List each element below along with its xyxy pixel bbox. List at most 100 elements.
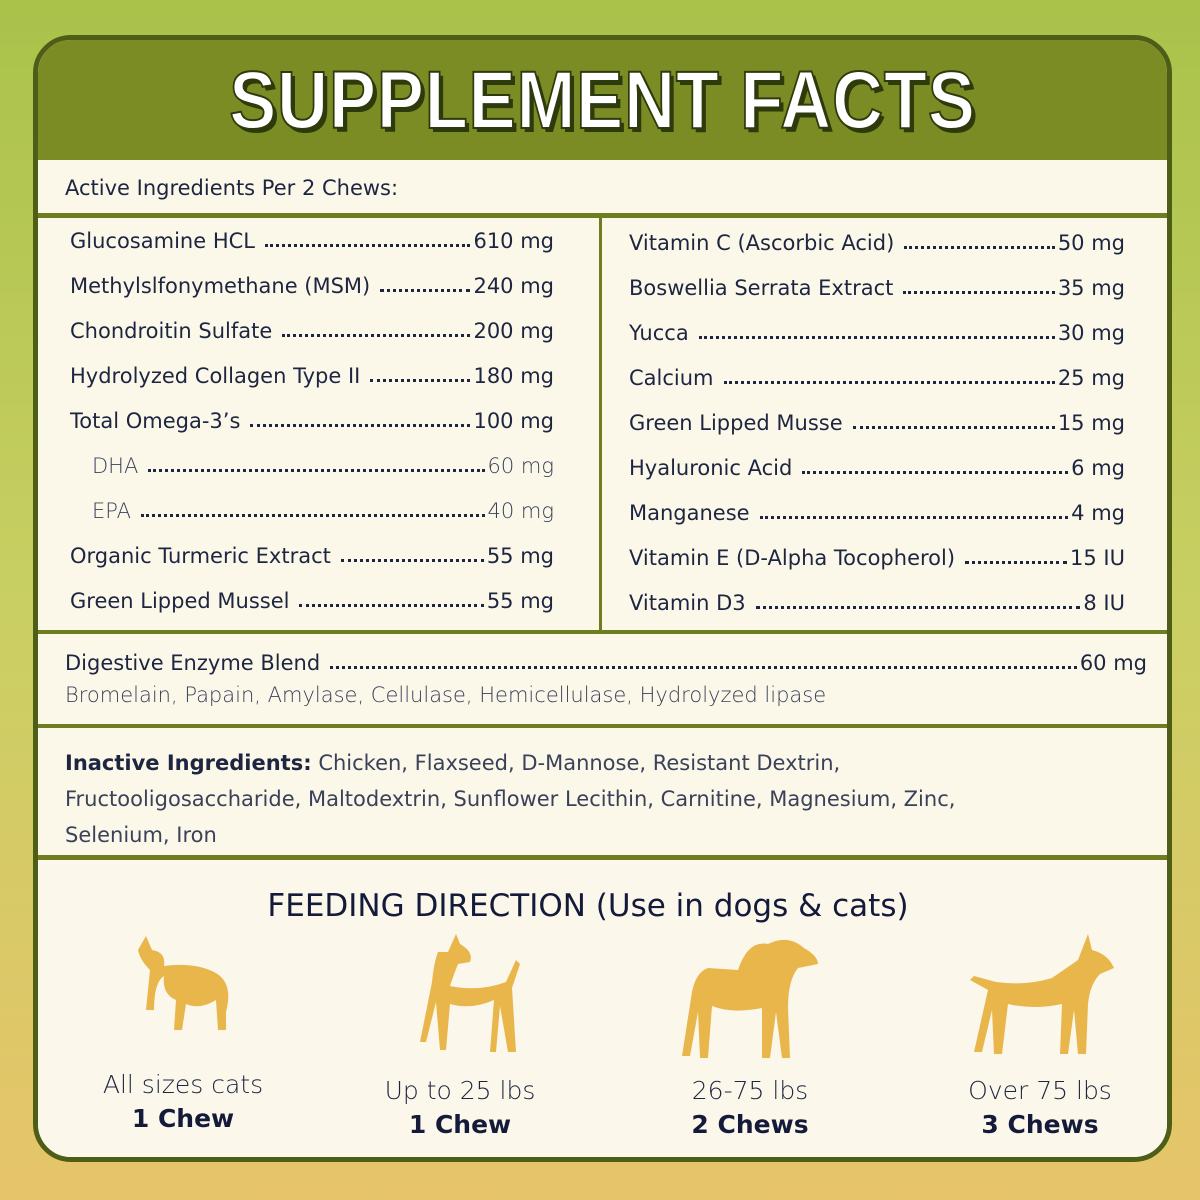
ingredient-row: Calcium 25 mg xyxy=(629,362,1125,390)
ingredient-row: Boswellia Serrata Extract 35 mg xyxy=(629,272,1125,300)
ingredient-row: Hyaluronic Acid 6 mg xyxy=(629,452,1125,480)
title: SUPPLEMENT FACTS xyxy=(228,54,976,147)
ingredient-amount: 15 mg xyxy=(1057,411,1125,435)
leader xyxy=(759,516,1069,519)
ingredient-amount: 30 mg xyxy=(1057,321,1125,345)
feeding-size: 26-75 lbs xyxy=(691,1076,809,1105)
ingredient-row: Methylslfonymethane (MSM) 240 mg xyxy=(70,270,554,298)
ingredient-amount: 55 mg xyxy=(486,589,554,613)
ingredient-row: Vitamin E (D-Alpha Tocopherol) 15 IU xyxy=(629,542,1125,570)
inactive: Inactive Ingredients: Chicken, Flaxseed,… xyxy=(65,745,965,853)
ingredient-name: Vitamin C (Ascorbic Acid) xyxy=(629,231,895,255)
ingredient-amount: 6 mg xyxy=(1071,456,1125,480)
leader xyxy=(282,334,471,337)
ingredient-name: EPA xyxy=(92,499,131,523)
divider xyxy=(38,724,1167,728)
ingredient-row: Vitamin C (Ascorbic Acid) 50 mg xyxy=(629,227,1125,255)
feeding-dose: 3 Chews xyxy=(981,1110,1099,1139)
feeding-section: FEEDING DIRECTION (Use in dogs & cats) A… xyxy=(38,860,1167,1157)
ingredient-amount: 35 mg xyxy=(1057,276,1125,300)
medium-dog-icon xyxy=(682,939,818,1058)
leader xyxy=(755,606,1081,609)
leader xyxy=(852,426,1055,429)
ingredient-row: Glucosamine HCL 610 mg xyxy=(70,225,554,253)
ingredient-name: Green Lipped Musse xyxy=(629,411,843,435)
leader xyxy=(370,379,471,382)
ingredient-name: DHA xyxy=(92,454,139,478)
enzyme-components: Bromelain, Papain, Amylase, Cellulase, H… xyxy=(65,683,827,707)
divider xyxy=(38,213,1167,218)
ingredient-name: Boswellia Serrata Extract xyxy=(629,276,894,300)
ingredient-name: Methylslfonymethane (MSM) xyxy=(70,274,371,298)
ingredient-name: Vitamin E (D-Alpha Tocopherol) xyxy=(629,546,956,570)
feeding-dose: 1 Chew xyxy=(408,1110,512,1139)
divider xyxy=(38,630,1167,634)
ingredient-name: Manganese xyxy=(629,501,750,525)
ingredient-amount: 240 mg xyxy=(473,274,554,298)
feeding-dose: 2 Chews xyxy=(691,1110,809,1139)
ingredient-row: Manganese 4 mg xyxy=(629,497,1125,525)
ingredient-name: Total Omega-3’s xyxy=(70,409,241,433)
leader xyxy=(904,246,1055,249)
ingredient-amount: 4 mg xyxy=(1071,501,1125,525)
leader xyxy=(965,561,1068,564)
column-divider xyxy=(599,218,602,631)
small-dog-icon xyxy=(420,934,520,1052)
ingredient-amount: 40 mg xyxy=(487,499,554,523)
feeding-dose: 1 Chew xyxy=(131,1104,235,1133)
leader xyxy=(148,469,485,472)
ingredient-name: Chondroitin Sulfate xyxy=(70,319,273,343)
ingredient-name: Hyaluronic Acid xyxy=(629,456,793,480)
ingredient-row: Hydrolyzed Collagen Type II 180 mg xyxy=(70,360,554,388)
header: SUPPLEMENT FACTS xyxy=(38,40,1167,160)
ingredient-amount: 8 IU xyxy=(1083,591,1125,615)
ingredient-row: Green Lipped Musse 15 mg xyxy=(629,407,1125,435)
ingredient-row: Vitamin D3 8 IU xyxy=(629,587,1125,615)
ingredient-amount: 25 mg xyxy=(1057,366,1125,390)
inactive-label: Inactive Ingredients: xyxy=(65,751,312,775)
leader xyxy=(380,289,471,292)
facts-panel: SUPPLEMENT FACTS Active Ingredients Per … xyxy=(33,35,1172,1162)
ingredient-row: DHA 60 mg xyxy=(92,450,554,478)
ingredient-name: Hydrolyzed Collagen Type II xyxy=(70,364,361,388)
ingredient-amount: 100 mg xyxy=(473,409,554,433)
ingredient-amount: 55 mg xyxy=(486,544,554,568)
active-header: Active Ingredients Per 2 Chews: xyxy=(65,176,399,200)
leader xyxy=(299,604,484,607)
ingredient-row: Green Lipped Mussel 55 mg xyxy=(70,585,554,613)
ingredient-row: Yucca 30 mg xyxy=(629,317,1125,345)
enzyme-amount: 60 mg xyxy=(1079,651,1147,675)
ingredient-name: Calcium xyxy=(629,366,714,390)
leader xyxy=(330,666,1077,669)
ingredient-row: Organic Turmeric Extract 55 mg xyxy=(70,540,554,568)
feeding-size: Up to 25 lbs xyxy=(384,1076,536,1105)
feeding-size: All sizes cats xyxy=(102,1070,264,1099)
ingredient-amount: 15 IU xyxy=(1070,546,1125,570)
ingredient-amount: 200 mg xyxy=(473,319,554,343)
enzyme-name: Digestive Enzyme Blend xyxy=(65,651,321,675)
ingredient-amount: 50 mg xyxy=(1057,231,1125,255)
leader xyxy=(723,381,1055,384)
leader xyxy=(698,336,1055,339)
cat-icon xyxy=(138,936,229,1030)
ingredient-row: Total Omega-3’s 100 mg xyxy=(70,405,554,433)
ingredient-row: EPA 40 mg xyxy=(92,495,554,523)
divider xyxy=(38,855,1167,860)
ingredient-amount: 610 mg xyxy=(473,229,554,253)
leader xyxy=(250,424,471,427)
ingredient-amount: 60 mg xyxy=(487,454,554,478)
ingredient-name: Green Lipped Mussel xyxy=(70,589,290,613)
ingredient-name: Yucca xyxy=(629,321,689,345)
feeding-title: FEEDING DIRECTION (Use in dogs & cats) xyxy=(267,888,909,924)
leader xyxy=(340,559,484,562)
leader xyxy=(140,514,485,517)
large-dog-icon xyxy=(970,934,1114,1054)
ingredient-amount: 180 mg xyxy=(473,364,554,388)
leader xyxy=(802,471,1069,474)
inactive-text: Chicken, Flaxseed, D-Mannose, Resistant … xyxy=(65,751,956,847)
leader xyxy=(264,244,471,247)
ingredient-name: Glucosamine HCL xyxy=(70,229,255,253)
ingredient-row: Chondroitin Sulfate 200 mg xyxy=(70,315,554,343)
leader xyxy=(903,291,1055,294)
